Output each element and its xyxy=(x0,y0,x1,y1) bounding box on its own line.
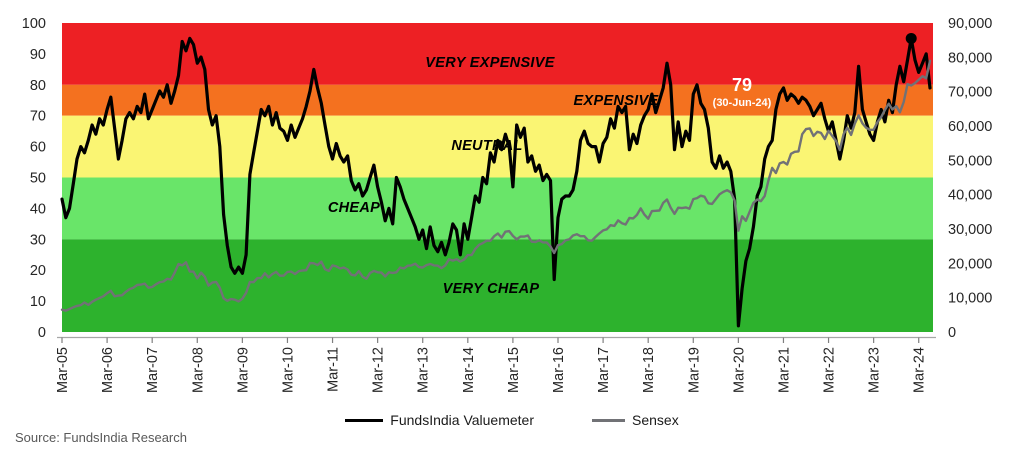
legend: FundsIndia Valuemeter Sensex xyxy=(0,412,1024,428)
x-tick-label: Mar-05 xyxy=(55,347,71,393)
x-tick-label: Mar-24 xyxy=(912,347,928,393)
x-tick-label: Mar-06 xyxy=(100,347,116,393)
x-tick-label: Mar-12 xyxy=(371,347,387,393)
x-tick-label: Mar-07 xyxy=(145,347,161,393)
sensex-line xyxy=(60,59,932,312)
x-tick-label: Mar-18 xyxy=(641,347,657,393)
left-axis-tick-label: 50 xyxy=(30,171,46,187)
band-label-very-cheap: VERY CHEAP xyxy=(442,281,540,297)
x-tick-label: Mar-17 xyxy=(596,347,612,393)
band-very-expensive xyxy=(62,23,933,85)
right-axis-tick-label: 10,000 xyxy=(948,291,992,307)
left-axis-tick-label: 10 xyxy=(30,294,46,310)
x-tick-label: Mar-10 xyxy=(280,347,296,393)
x-tick-label: Mar-20 xyxy=(731,347,747,393)
x-tick-label: Mar-09 xyxy=(235,347,251,393)
source-note: Source: FundsIndia Research xyxy=(15,430,187,445)
x-tick-label: Mar-22 xyxy=(822,347,838,393)
left-axis-tick-label: 20 xyxy=(30,263,46,279)
left-axis-tick-label: 70 xyxy=(30,109,46,125)
band-very-cheap xyxy=(62,239,933,332)
left-axis-tick-label: 100 xyxy=(22,16,46,32)
left-axis-tick-label: 30 xyxy=(30,232,46,248)
band-expensive xyxy=(62,84,933,116)
x-tick-label: Mar-08 xyxy=(190,347,206,393)
valuemeter-peak-marker xyxy=(905,32,917,44)
latest-value-date: (30-Jun-24) xyxy=(712,97,772,109)
left-axis-tick-label: 80 xyxy=(30,78,46,94)
latest-value: 79 xyxy=(731,75,753,95)
sensex-line-swatch xyxy=(592,418,625,422)
right-axis-tick-label: 30,000 xyxy=(948,222,992,238)
left-axis-tick-label: 40 xyxy=(30,201,46,217)
band-label-neutral: NEUTRAL xyxy=(451,138,523,154)
latest-value-annotation: 79 (30-Jun-24) xyxy=(713,76,772,109)
band-label-cheap: CHEAP xyxy=(327,200,381,216)
left-axis-tick-label: 60 xyxy=(30,140,46,156)
right-axis-tick-label: 80,000 xyxy=(948,50,992,66)
legend-label-valuemeter: FundsIndia Valuemeter xyxy=(390,412,534,428)
right-axis-tick-label: 60,000 xyxy=(948,119,992,135)
right-axis-tick-label: 90,000 xyxy=(948,16,992,32)
legend-item-sensex: Sensex xyxy=(592,412,679,428)
legend-item-valuemeter: FundsIndia Valuemeter xyxy=(345,412,534,428)
right-axis-tick-label: 50,000 xyxy=(948,153,992,169)
valuemeter-line-swatch xyxy=(345,418,384,422)
x-tick-label: Mar-14 xyxy=(461,347,477,393)
x-tick-label: Mar-15 xyxy=(506,347,522,393)
x-tick-label: Mar-16 xyxy=(551,347,567,393)
left-axis-tick-label: 90 xyxy=(30,47,46,63)
x-tick-label: Mar-21 xyxy=(776,347,792,393)
right-axis-tick-label: 70,000 xyxy=(948,85,992,101)
right-axis-tick-label: 40,000 xyxy=(948,188,992,204)
left-axis-tick-label: 0 xyxy=(38,325,46,341)
x-tick-label: Mar-19 xyxy=(686,347,702,393)
right-axis-tick-label: 20,000 xyxy=(948,256,992,272)
valuemeter-line xyxy=(60,36,932,328)
band-label-very-expensive: VERY EXPENSIVE xyxy=(425,55,555,71)
band-label-expensive: EXPENSIVE xyxy=(573,93,659,109)
x-tick-label: Mar-11 xyxy=(326,347,342,392)
x-tick-label: Mar-23 xyxy=(867,347,883,393)
band-cheap xyxy=(62,177,933,240)
right-axis-tick-label: 0 xyxy=(948,325,956,341)
x-tick-label: Mar-13 xyxy=(416,347,432,393)
legend-label-sensex: Sensex xyxy=(632,412,679,428)
